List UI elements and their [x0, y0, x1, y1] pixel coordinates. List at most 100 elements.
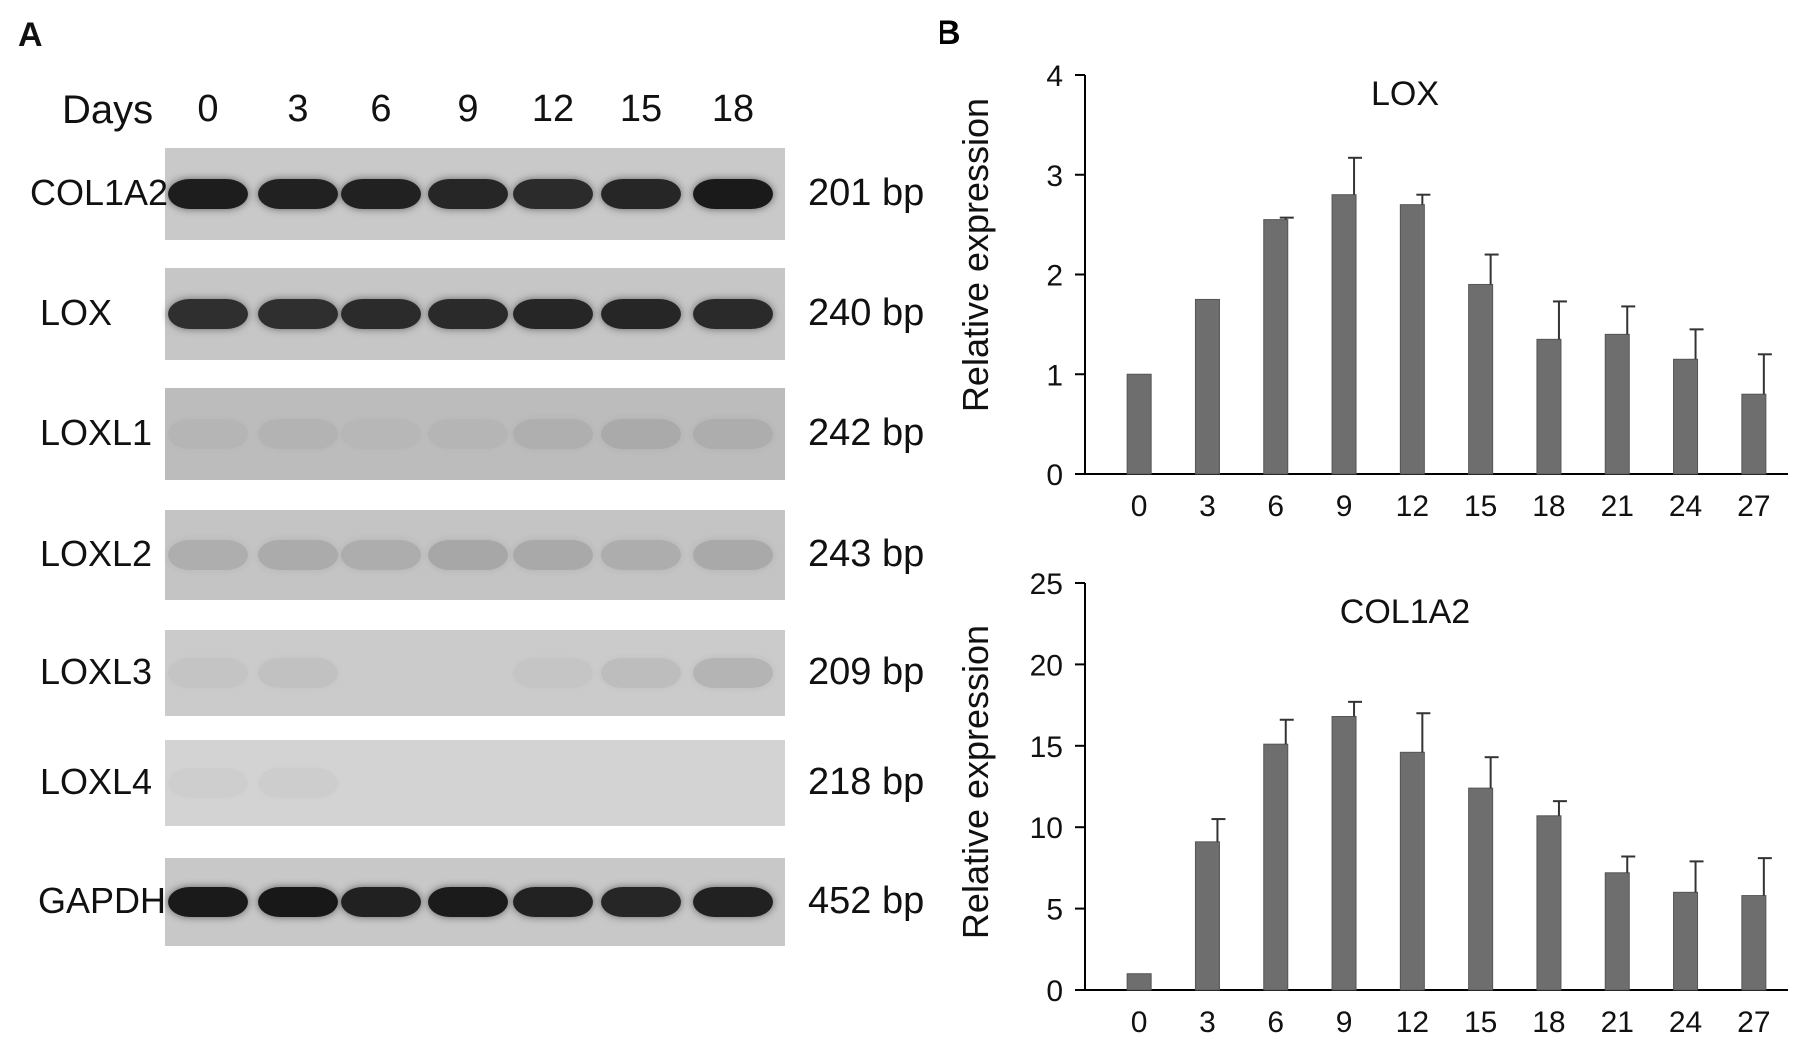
gel-band	[341, 179, 421, 209]
x-tick-label: 18	[1532, 490, 1565, 523]
x-tick-label: 27	[1737, 490, 1770, 523]
gel-band	[341, 540, 421, 570]
bar	[1673, 358, 1699, 475]
bar	[1604, 872, 1630, 991]
gel-band	[428, 887, 508, 917]
x-tick-label: 15	[1464, 1006, 1497, 1039]
gel-band	[258, 768, 338, 798]
bar	[1331, 715, 1357, 991]
bar	[1263, 743, 1289, 991]
gel-band	[693, 419, 773, 449]
days-label: Days	[62, 88, 154, 132]
x-tick-label: 0	[1131, 490, 1148, 523]
band-size-label: 240 bp	[808, 292, 925, 334]
day-tick-label: 3	[287, 88, 309, 130]
gel-band	[168, 179, 248, 209]
bar	[1468, 787, 1494, 991]
gene-label: LOXL4	[40, 761, 153, 802]
x-tick-label: 12	[1396, 490, 1429, 523]
gene-label: LOXL1	[40, 412, 153, 453]
gel-band	[168, 658, 248, 688]
gel-band	[258, 540, 338, 570]
bar	[1741, 393, 1767, 475]
gel-band	[258, 887, 338, 917]
gel-band	[168, 299, 248, 329]
gel-lane-strip	[165, 630, 785, 716]
y-tick-label: 1	[1046, 359, 1063, 392]
y-tick-label: 15	[1030, 731, 1063, 764]
day-tick-label: 18	[711, 88, 755, 130]
panel-a-letter: A	[18, 16, 43, 54]
day-tick-label: 6	[370, 88, 392, 130]
gel-band	[258, 419, 338, 449]
y-tick-label: 25	[1030, 568, 1063, 601]
gel-band	[258, 299, 338, 329]
x-tick-label: 6	[1267, 1006, 1284, 1039]
band-size-label: 218 bp	[808, 761, 925, 803]
bar	[1673, 891, 1699, 991]
band-size-label: 452 bp	[808, 880, 925, 922]
y-tick-label: 10	[1030, 812, 1063, 845]
x-tick-label: 24	[1669, 1006, 1702, 1039]
gel-band	[601, 299, 681, 329]
bar	[1194, 841, 1220, 991]
gel-band	[601, 179, 681, 209]
x-tick-label: 9	[1336, 490, 1353, 523]
day-tick-label: 0	[197, 88, 219, 130]
gel-band	[693, 179, 773, 209]
bar	[1126, 973, 1152, 991]
gel-band	[428, 299, 508, 329]
bar	[1536, 338, 1562, 475]
x-tick-label: 3	[1199, 1006, 1216, 1039]
y-tick-label: 3	[1046, 160, 1063, 193]
x-tick-label: 3	[1199, 490, 1216, 523]
band-size-label: 209 bp	[808, 651, 925, 693]
gel-band	[601, 419, 681, 449]
gene-label: COL1A2	[30, 172, 169, 213]
gel-band	[693, 658, 773, 688]
gel-lane-strip	[165, 858, 785, 946]
gel-band	[341, 299, 421, 329]
x-tick-label: 21	[1601, 1006, 1634, 1039]
x-tick-label: 15	[1464, 490, 1497, 523]
gel-lane-strip	[165, 740, 785, 826]
bar	[1399, 204, 1425, 475]
panel-b-letter: B	[940, 14, 961, 52]
y-tick-label: 0	[1046, 975, 1063, 1008]
gel-band	[341, 419, 421, 449]
gel-band	[513, 299, 593, 329]
bar	[1604, 333, 1630, 475]
gel-band	[428, 540, 508, 570]
gel-band	[513, 658, 593, 688]
bar	[1741, 895, 1767, 991]
y-tick-label: 5	[1046, 894, 1063, 927]
panel-a-gel-figure: Days 0 3 6 9 12 15 18 COL1A2 201 bp LOX 240 bp LOX…	[30, 88, 925, 946]
gel-band	[168, 419, 248, 449]
y-axis-label: Relative expression	[955, 625, 996, 939]
gel-lane-strip	[165, 268, 785, 360]
y-tick-label: 0	[1046, 459, 1063, 492]
bar	[1126, 373, 1152, 475]
y-tick-label: 2	[1046, 260, 1063, 293]
y-tick-label: 20	[1030, 649, 1063, 682]
gel-band	[601, 540, 681, 570]
gel-band	[513, 540, 593, 570]
bar	[1331, 194, 1357, 475]
x-tick-label: 0	[1131, 1006, 1148, 1039]
gel-band	[168, 540, 248, 570]
gel-band	[693, 299, 773, 329]
bar	[1194, 298, 1220, 475]
gel-band	[513, 887, 593, 917]
gel-band	[258, 658, 338, 688]
bar	[1263, 219, 1289, 475]
chart-title: COL1A2	[1340, 593, 1470, 631]
gene-label: LOXL2	[40, 533, 153, 574]
gel-band	[513, 179, 593, 209]
band-size-label: 243 bp	[808, 533, 925, 575]
gel-band	[513, 419, 593, 449]
band-size-label: 201 bp	[808, 172, 925, 214]
y-axis-label: Relative expression	[955, 98, 996, 412]
gene-label: LOXL3	[40, 651, 153, 692]
